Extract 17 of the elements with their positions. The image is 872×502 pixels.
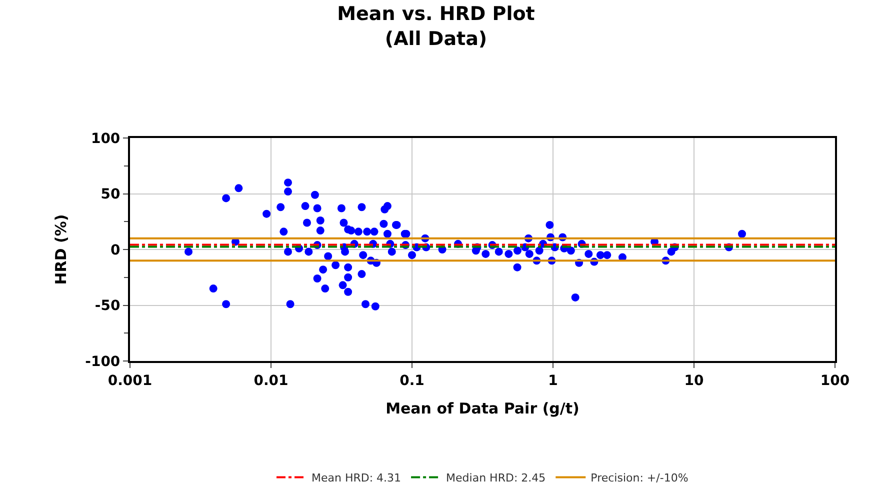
x-tick-label: 1 <box>548 372 558 389</box>
x-tick-label: 0.1 <box>400 372 424 389</box>
chart-title: Mean vs. HRD Plot (All Data) <box>337 3 535 50</box>
x-axis-title: Mean of Data Pair (g/t) <box>386 399 580 418</box>
x-tick-label: 0.01 <box>254 372 288 389</box>
legend-label: Mean HRD: 4.31 <box>312 472 402 485</box>
y-tick-label: -100 <box>85 354 120 370</box>
x-tick-label: 0.001 <box>108 372 152 389</box>
y-tick-label: 100 <box>90 130 120 147</box>
y-tick-label: 0 <box>110 242 120 258</box>
y-tick-label: -50 <box>94 298 120 314</box>
x-tick-label: 10 <box>684 372 704 389</box>
legend-label: Precision: +/-10% <box>590 472 688 485</box>
y-tick-label: 50 <box>100 186 120 203</box>
y-axis-title: HRD (%) <box>52 214 70 285</box>
x-tick-label: 100 <box>820 372 850 389</box>
legend-label: Median HRD: 2.45 <box>446 472 546 485</box>
